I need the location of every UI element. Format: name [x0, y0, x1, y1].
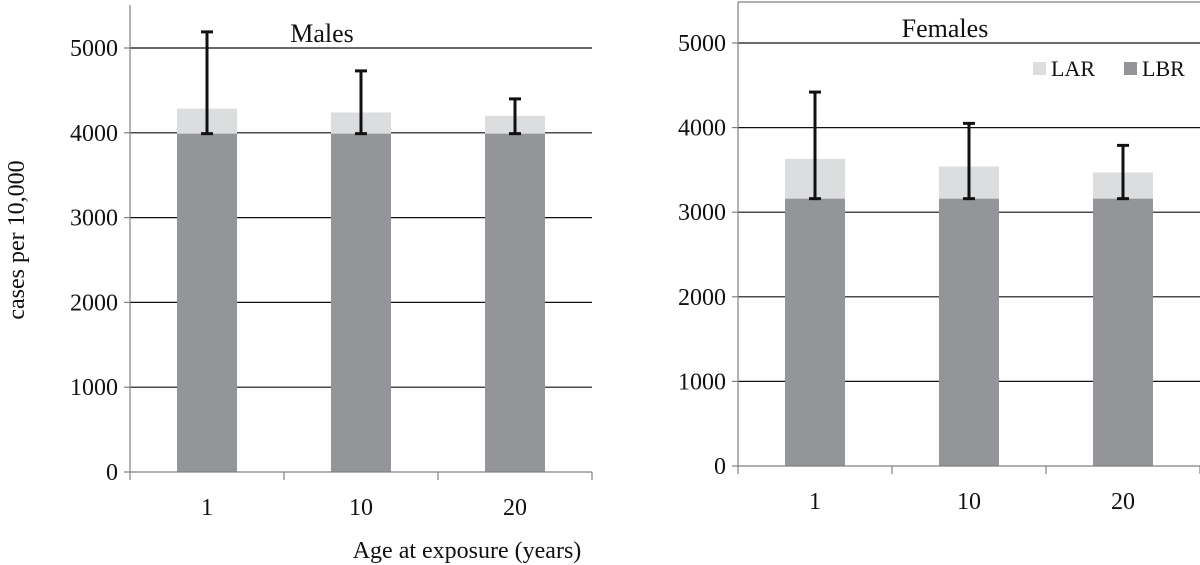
males-error-bars — [201, 30, 521, 136]
males-x-tick-label: 10 — [349, 495, 373, 521]
females-y-tick-label: 3000 — [678, 200, 726, 226]
x-axis-label: Age at exposure (years) — [353, 538, 582, 564]
males-chart-title: Males — [290, 19, 354, 48]
females-x-tick-labels: 1 10 20 — [809, 489, 1135, 515]
females-y-tick-label: 1000 — [678, 369, 726, 395]
males-y-tick-label: 5000 — [70, 36, 118, 62]
females-bar-lbr-10 — [939, 198, 999, 466]
males-axes — [124, 5, 593, 480]
males-x-tick-label: 20 — [503, 495, 527, 521]
males-bar-lbr-20 — [485, 133, 545, 472]
males-panel: 0 1000 2000 3000 4000 5000 1 10 20 Males cases … — [4, 5, 593, 564]
males-y-tick-label: 1000 — [70, 375, 118, 401]
females-y-tick-label: 5000 — [678, 31, 726, 57]
females-bars — [785, 158, 1153, 466]
legend-swatch-lar — [1033, 62, 1046, 75]
females-y-tick-labels: 0 1000 2000 3000 4000 5000 — [678, 31, 726, 480]
females-x-tick-label: 20 — [1111, 489, 1135, 515]
males-bars — [177, 108, 545, 472]
females-x-tick-label: 1 — [809, 489, 821, 515]
males-bar-lbr-10 — [331, 133, 391, 472]
females-axes — [732, 1, 1200, 474]
females-y-tick-label: 4000 — [678, 116, 726, 142]
males-y-tick-labels: 0 1000 2000 3000 4000 5000 — [70, 36, 118, 486]
females-bar-lbr-1 — [785, 198, 845, 466]
males-bar-lbr-1 — [177, 133, 237, 472]
legend-swatch-lbr — [1124, 62, 1137, 75]
legend: LAR LBR — [1033, 56, 1185, 81]
females-y-tick-label: 2000 — [678, 285, 726, 311]
males-y-tick-label: 2000 — [70, 290, 118, 316]
females-x-tick-label: 10 — [957, 489, 981, 515]
males-x-tick-labels: 1 10 20 — [201, 495, 527, 521]
males-y-tick-label: 4000 — [70, 121, 118, 147]
females-y-tick-label: 0 — [714, 454, 726, 480]
females-error-bars — [809, 90, 1129, 201]
females-panel: 0 1000 2000 3000 4000 5000 1 10 20 Females LAR … — [678, 1, 1200, 515]
females-chart-title: Females — [902, 14, 989, 43]
females-bar-lbr-20 — [1093, 198, 1153, 466]
males-x-tick-label: 1 — [201, 495, 213, 521]
legend-label-lbr: LBR — [1142, 56, 1185, 81]
males-y-tick-label: 0 — [106, 460, 118, 486]
legend-label-lar: LAR — [1051, 56, 1095, 81]
y-axis-label: cases per 10,000 — [4, 160, 30, 319]
males-y-tick-label: 3000 — [70, 206, 118, 232]
